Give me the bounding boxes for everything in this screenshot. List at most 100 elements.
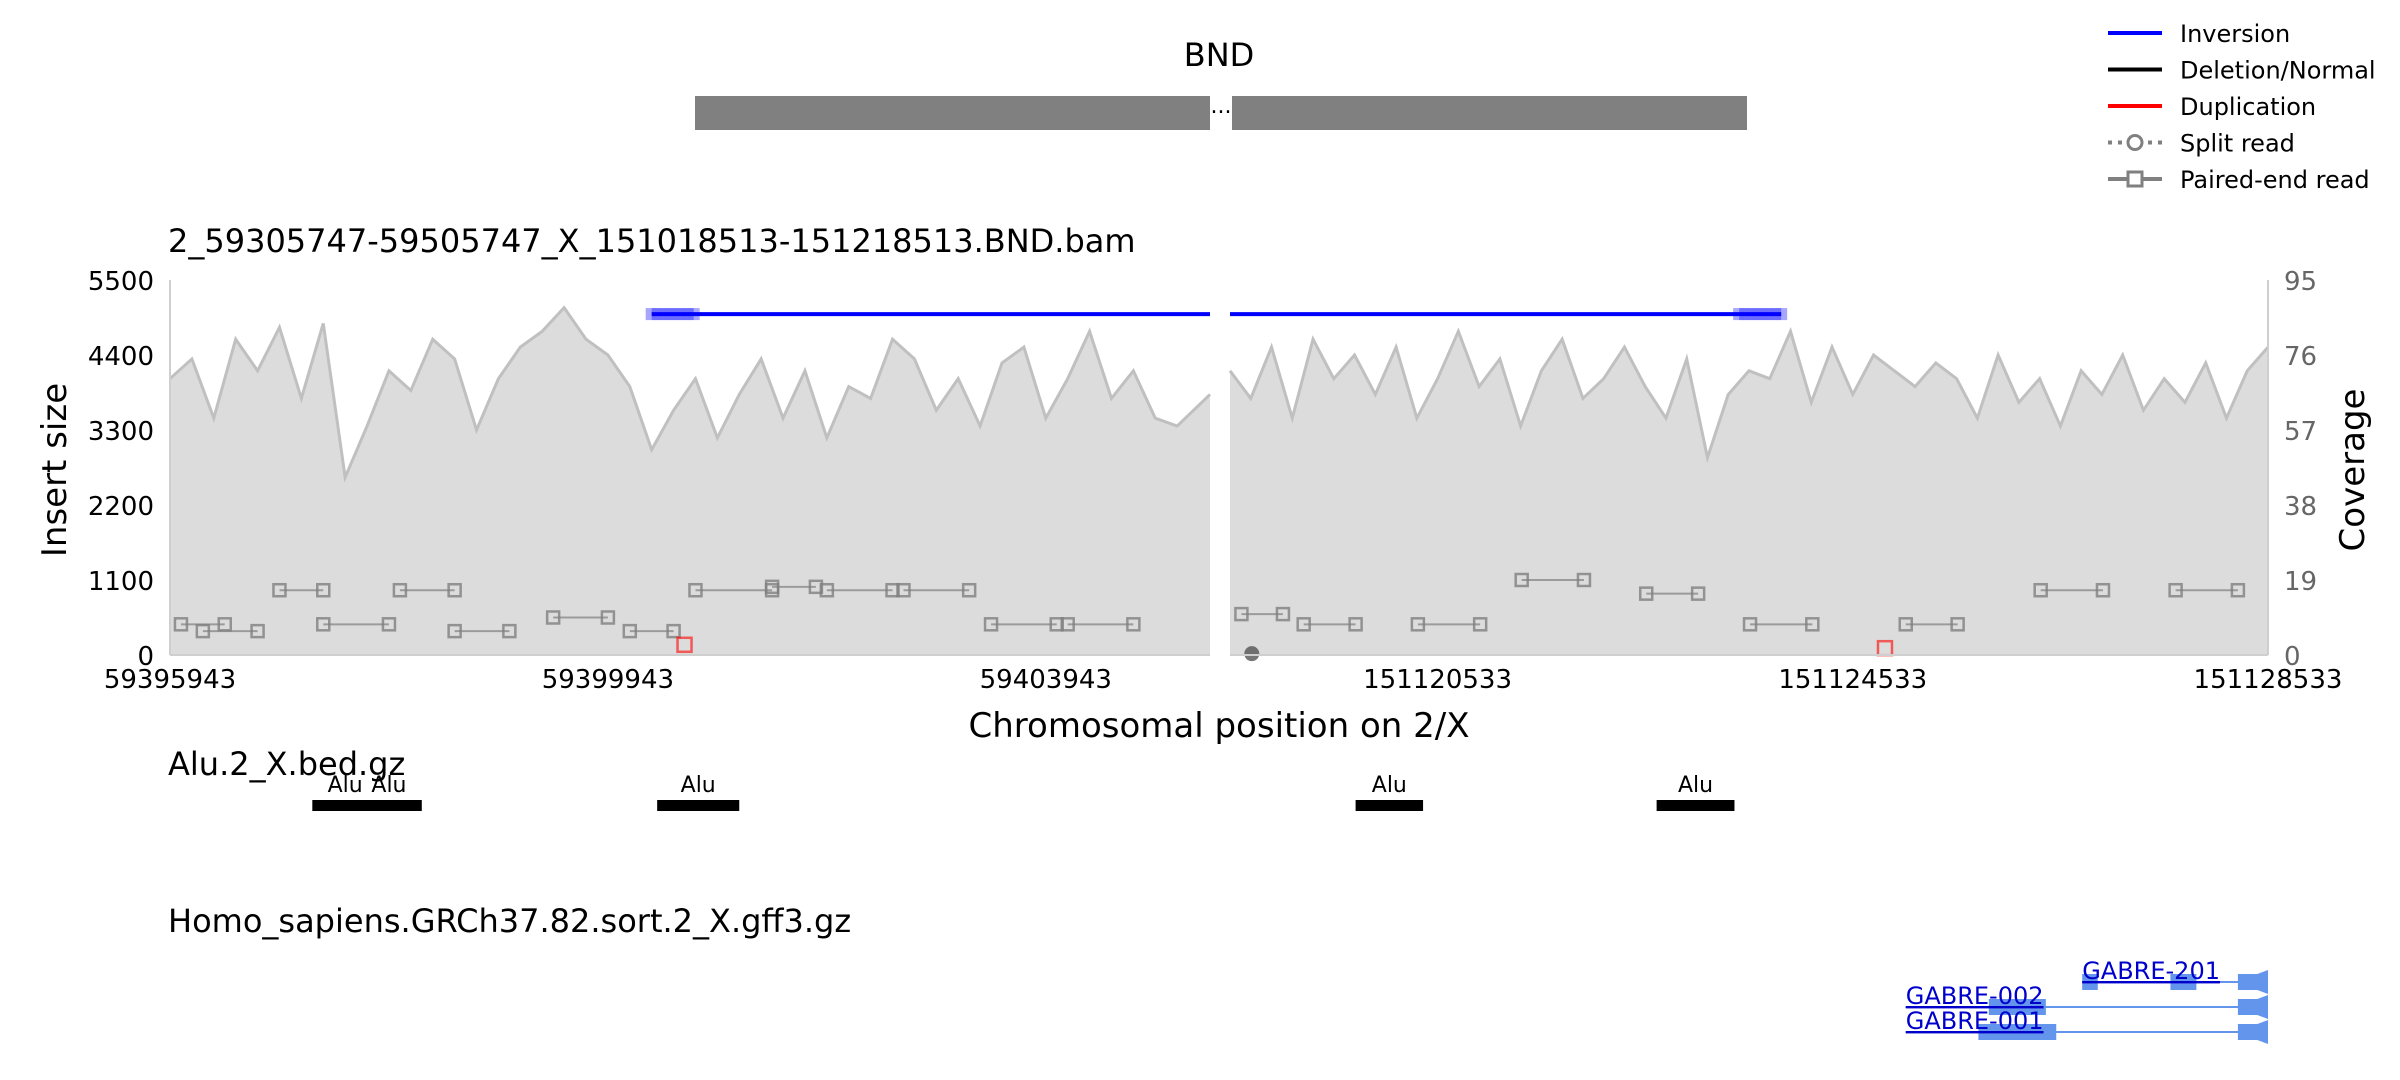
legend: Inversion Deletion/Normal Duplication Split… bbox=[2108, 20, 2376, 194]
y-tick-label-right: 57 bbox=[2284, 417, 2317, 447]
alu-feature-bar bbox=[356, 800, 422, 811]
paired-end-read-marker bbox=[666, 623, 681, 639]
paired-end-read-marker bbox=[272, 582, 287, 598]
x-tick-label: 151128533 bbox=[2194, 665, 2343, 695]
inversion-read-marker bbox=[675, 308, 688, 321]
inversion-read-marker bbox=[1733, 308, 1746, 321]
exon-block bbox=[2170, 974, 2197, 990]
paired-end-read-marker bbox=[983, 617, 999, 632]
y-axis-label-left: Insert size bbox=[35, 383, 75, 557]
alu-feature-label: Alu bbox=[1372, 773, 1407, 798]
plot-title: 2_59305747-59505747_X_151018513-15121851… bbox=[168, 222, 1136, 260]
x-tick-label: 59403943 bbox=[980, 665, 1112, 695]
paired-end-read-marker bbox=[2230, 582, 2246, 598]
inversion-read-marker bbox=[1751, 308, 1764, 321]
paired-end-read-marker bbox=[764, 579, 780, 595]
alu-track-title: Alu.2_X.bed.gz bbox=[168, 745, 405, 783]
legend-label: Paired-end read bbox=[2180, 166, 2370, 194]
inversion-read-marker bbox=[687, 308, 700, 321]
duplication-read-marker bbox=[676, 636, 693, 654]
y-tick-label-left: 2200 bbox=[88, 492, 154, 522]
inversion-read-marker bbox=[651, 308, 664, 321]
y-tick-label-left: 1100 bbox=[88, 567, 154, 597]
paired-end-read-marker bbox=[2033, 582, 2048, 598]
paired-end-read-marker bbox=[1348, 617, 1363, 632]
paired-end-read-marker bbox=[545, 610, 561, 625]
paired-end-read-marker bbox=[600, 610, 616, 625]
paired-end-read-marker bbox=[173, 617, 189, 632]
x-tick-label: 59399943 bbox=[542, 665, 674, 695]
paired-end-read-marker bbox=[1472, 617, 1488, 632]
legend-label: Duplication bbox=[2180, 93, 2316, 121]
paired-end-read-marker bbox=[1950, 617, 1965, 632]
paired-end-read-marker bbox=[622, 623, 638, 639]
figure-title: BND bbox=[1184, 36, 1255, 74]
x-tick-label: 59395943 bbox=[104, 665, 236, 695]
paired-end-read-marker bbox=[819, 582, 835, 598]
paired-end-read-marker bbox=[1805, 617, 1820, 632]
paired-end-read-marker bbox=[961, 582, 977, 598]
gene-track-title: Homo_sapiens.GRCh37.82.sort.2_X.gff3.gz bbox=[168, 902, 851, 940]
paired-end-read-marker bbox=[1742, 617, 1758, 632]
coverage-line bbox=[168, 305, 1212, 483]
paired-end-read-marker bbox=[1060, 617, 1075, 632]
paired-end-read-marker bbox=[447, 582, 462, 598]
alu-feature-label: Alu bbox=[328, 773, 363, 798]
exon-block bbox=[2082, 974, 2098, 990]
inversion-read-marker bbox=[1745, 308, 1758, 321]
y-tick-label-right: 76 bbox=[2284, 342, 2317, 372]
inversion-read-marker bbox=[1769, 308, 1782, 321]
legend-label: Deletion/Normal bbox=[2180, 57, 2376, 85]
paired-end-read-marker bbox=[195, 623, 211, 639]
strand-arrow-icon bbox=[2236, 995, 2268, 1019]
alu-feature-label: Alu bbox=[1678, 773, 1713, 798]
axes: 0 1100 2200 3300 4400 5500 0 19 38 57 76 95 59395943… bbox=[88, 267, 2343, 695]
paired-end-read-marker bbox=[1234, 606, 1249, 622]
y-tick-label-left: 5500 bbox=[88, 267, 154, 297]
coverage-area bbox=[1230, 331, 2268, 655]
legend-label: Inversion bbox=[2180, 20, 2290, 48]
coverage-line bbox=[1228, 326, 2270, 464]
ideogram-segment-1 bbox=[695, 96, 1210, 130]
plot-area: 0 1100 2200 3300 4400 5500 0 19 38 57 76 95 59395943… bbox=[88, 267, 2343, 695]
paired-end-read-marker bbox=[2168, 582, 2183, 598]
paired-end-read-marker bbox=[502, 623, 517, 639]
x-tick-label: 151120533 bbox=[1363, 665, 1512, 695]
y-axis-label-right: Coverage bbox=[2333, 389, 2373, 552]
y-tick-label-right: 19 bbox=[2284, 567, 2317, 597]
inversion-read-marker bbox=[1757, 308, 1770, 321]
strand-arrow-icon bbox=[2236, 970, 2268, 994]
panel-segment-2 bbox=[1228, 308, 2270, 662]
paired-end-read-marker bbox=[688, 582, 703, 598]
paired-end-read-marker bbox=[316, 617, 331, 632]
x-axis-label: Chromosomal position on 2/X bbox=[969, 706, 1470, 746]
inversion-read-marker bbox=[645, 308, 658, 321]
alu-feature-bar bbox=[1355, 800, 1424, 811]
alu-feature-label: Alu bbox=[371, 773, 406, 798]
paired-end-read-marker bbox=[1638, 586, 1654, 601]
legend-label: Split read bbox=[2180, 130, 2295, 158]
y-tick-label-left: 0 bbox=[137, 642, 154, 672]
paired-end-read-marker bbox=[1898, 617, 1913, 632]
paired-end-read-marker bbox=[1690, 586, 1706, 601]
alu-feature-bar bbox=[657, 800, 740, 811]
inversion-read-marker bbox=[657, 308, 670, 321]
alu-feature-bar bbox=[312, 800, 378, 811]
exon-block bbox=[1988, 999, 2046, 1015]
y-tick-label-left: 4400 bbox=[88, 342, 154, 372]
transcript-label: GABRE-001 bbox=[1906, 1007, 2044, 1035]
y-tick-label-left: 3300 bbox=[88, 417, 154, 447]
strand-arrow-icon bbox=[2236, 1020, 2268, 1044]
y-tick-label-right: 38 bbox=[2284, 492, 2317, 522]
paired-end-read-marker bbox=[1410, 617, 1426, 632]
ideogram-segment-2 bbox=[1232, 96, 1747, 130]
paired-end-read-marker bbox=[392, 582, 408, 598]
y-tick-label-right: 95 bbox=[2284, 267, 2317, 297]
paired-end-read-marker bbox=[1296, 617, 1311, 632]
paired-end-read-marker bbox=[1576, 572, 1592, 588]
alu-track: Alu Alu Alu Alu Alu bbox=[312, 773, 1735, 811]
coverage-area bbox=[170, 307, 1210, 655]
alu-feature-bar bbox=[1656, 800, 1735, 811]
paired-end-read-marker bbox=[2095, 582, 2111, 598]
